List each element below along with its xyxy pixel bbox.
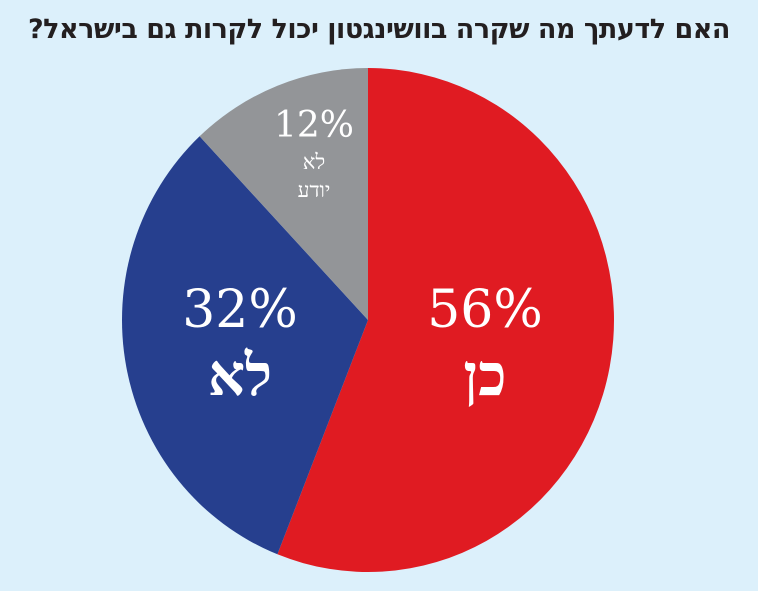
label-no-text: לא	[207, 341, 273, 409]
chart-title: האם לדעתך מה שקרה בוושינגטון יכול לקרות …	[28, 14, 730, 45]
pie-slice-dont-know	[199, 68, 368, 320]
pie-slice-no	[121, 136, 368, 555]
label-yes-text: כן	[463, 341, 507, 409]
label-dont-know-percent: 12%	[273, 105, 354, 146]
label-dont-know: 12% לא יודע	[255, 104, 373, 204]
pie-slice-yes	[277, 68, 614, 572]
label-yes-percent: 56%	[427, 280, 543, 340]
label-dont-know-text-2: יודע	[297, 178, 331, 202]
label-yes: 56% כן	[400, 280, 570, 410]
label-no-percent: 32%	[182, 280, 298, 340]
label-dont-know-text-1: לא	[302, 150, 326, 174]
label-no: 32% לא	[160, 280, 320, 410]
